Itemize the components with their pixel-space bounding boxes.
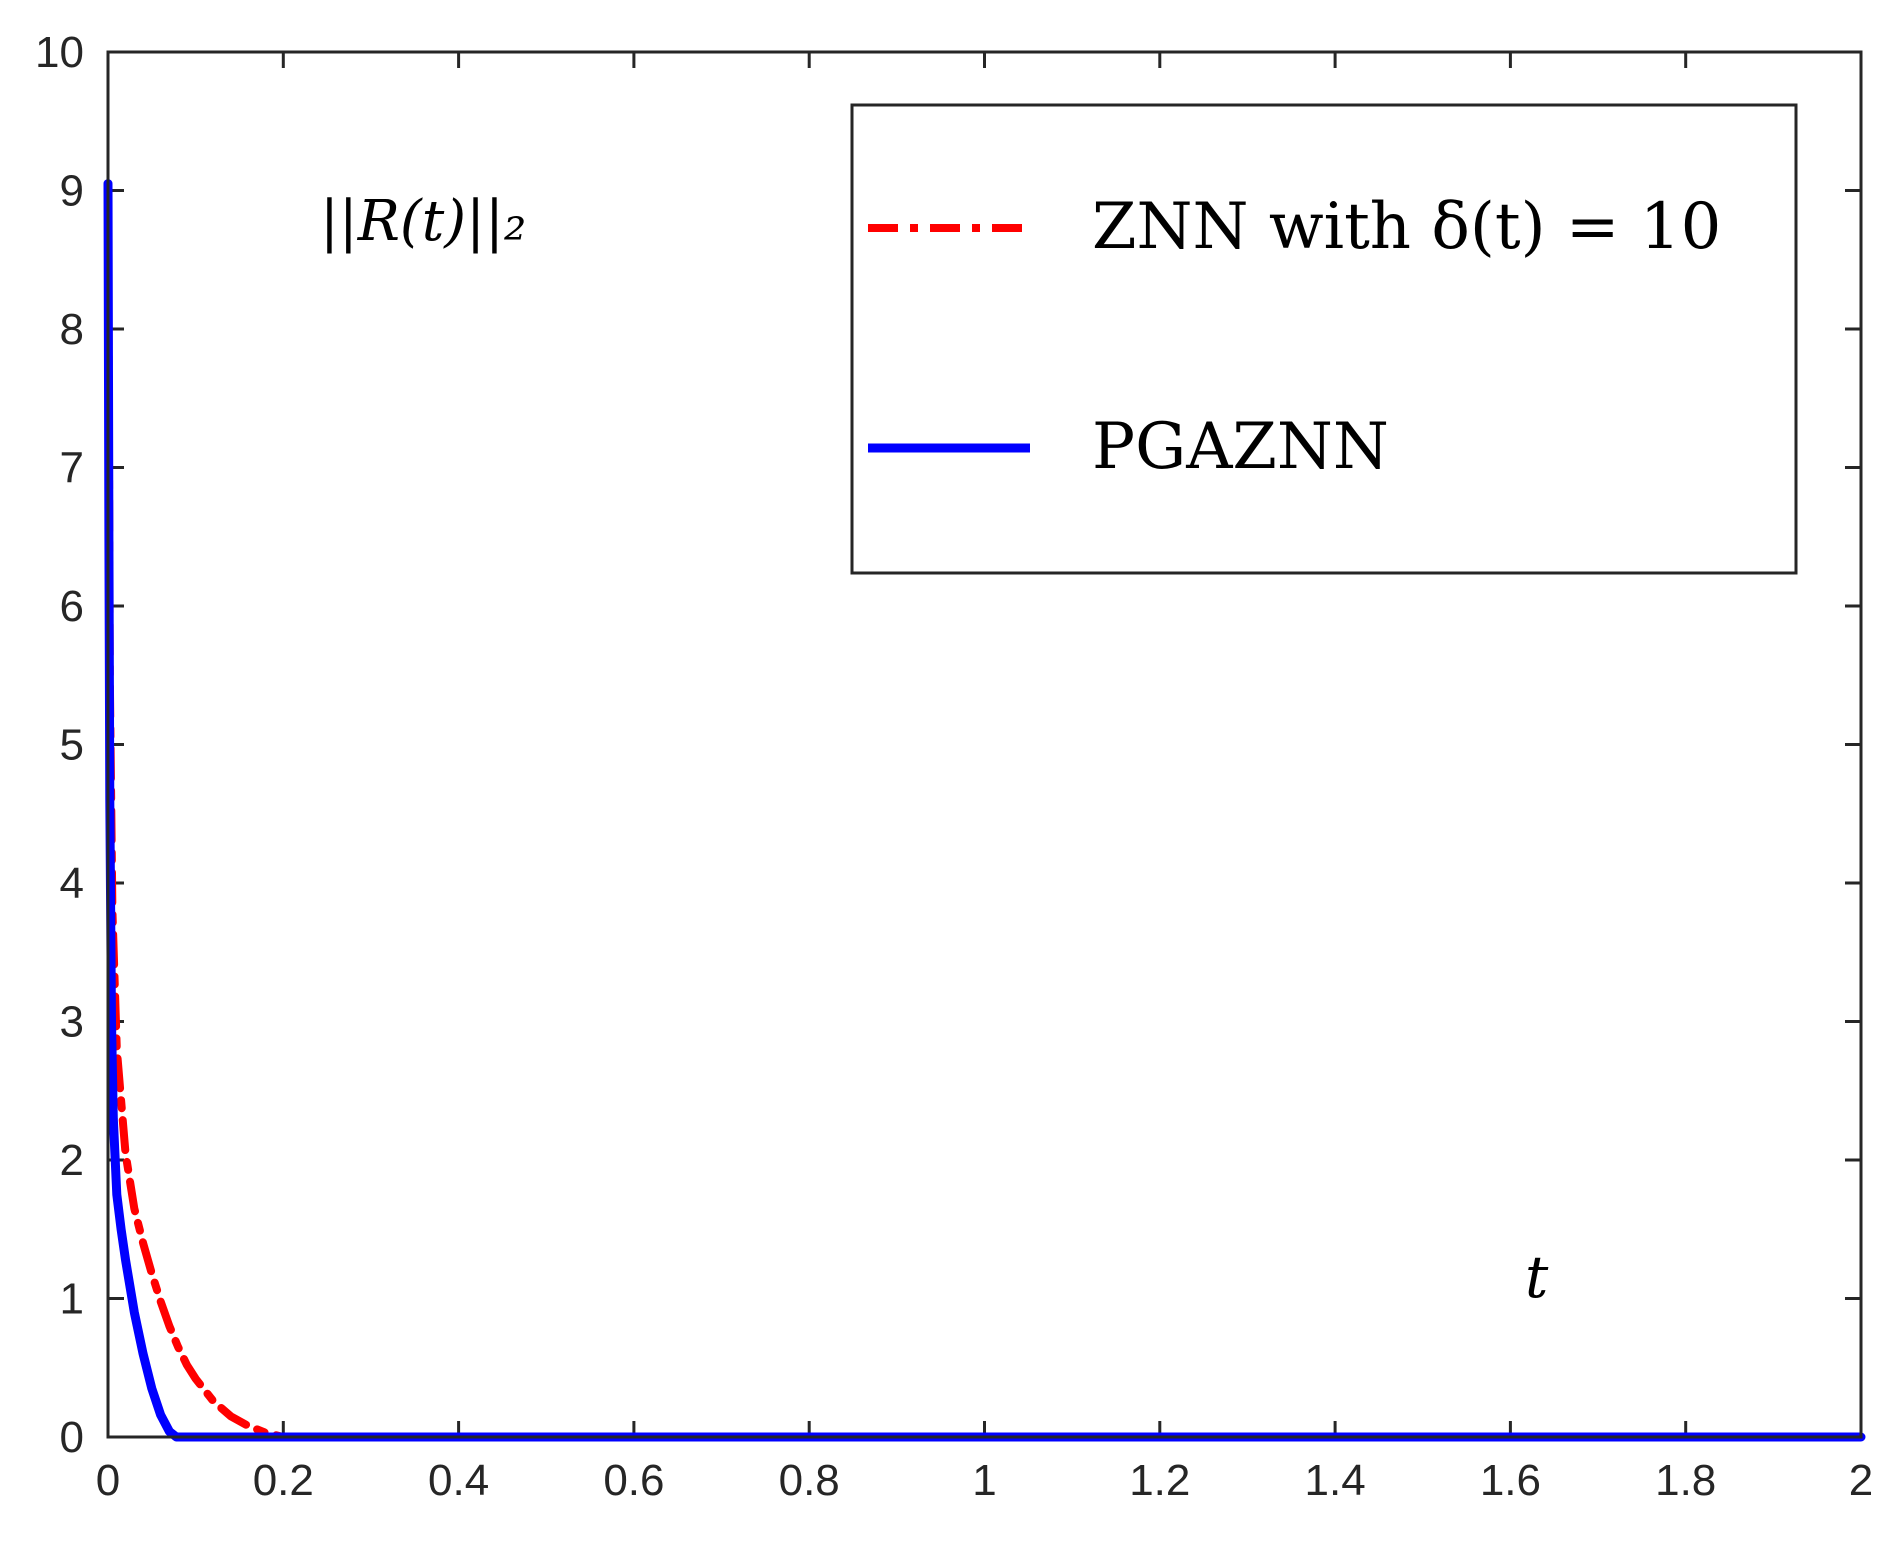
legend-label-znn: ZNN with δ(t) = 10 [1092,190,1721,264]
x-axis-label: t [1525,1243,1549,1311]
y-tick-label: 4 [60,859,84,908]
x-tick-label: 1.6 [1480,1456,1541,1505]
x-tick-label: 1 [972,1456,996,1505]
x-tick-label: 0.6 [603,1456,664,1505]
x-tick-label: 0.2 [253,1456,314,1505]
y-tick-label: 6 [60,582,84,631]
x-tick-label: 0 [96,1456,120,1505]
legend: ZNN with δ(t) = 10 PGAZNN [850,103,1798,575]
legend-box [850,103,1798,575]
y-tick-label: 0 [60,1413,84,1462]
y-tick-label: 3 [60,998,84,1047]
x-tick-label: 0.4 [428,1456,489,1505]
y-tick-label: 5 [60,721,84,770]
plot-frame [106,50,1863,1439]
y-tick-label: 9 [60,167,84,216]
y-tick-label: 8 [60,305,84,354]
x-tick-label: 2 [1849,1456,1873,1505]
y-tick-label: 10 [35,28,84,77]
x-tick-label: 1.2 [1129,1456,1190,1505]
label-layer: 0 0.2 0.4 0.6 0.8 1 1.2 1.4 1.6 1.8 2 0 1 2 3 4 5 6 7 8 9 10 [35,28,1873,1505]
legend-label-pgaznn: PGAZNN [1092,410,1389,484]
y-tick-label: 1 [60,1275,84,1324]
y-tick-label: 7 [60,444,84,493]
x-tick-label: 1.4 [1305,1456,1366,1505]
residual-norm-annotation: ||R(t)||₂ [320,189,526,254]
x-tick-label: 1.8 [1655,1456,1716,1505]
y-tick-label: 2 [60,1136,84,1185]
x-tick-label: 0.8 [779,1456,840,1505]
